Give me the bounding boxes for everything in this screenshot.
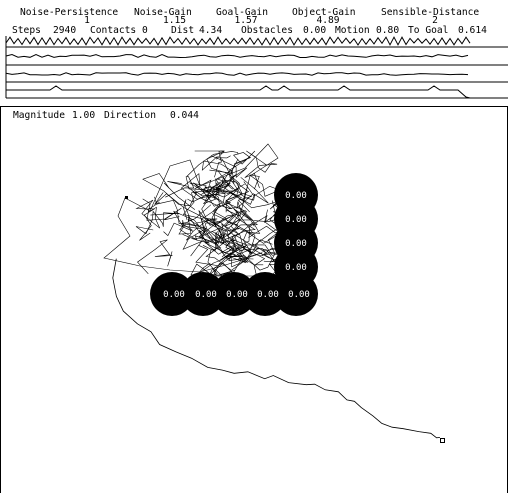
status-line: Steps 2940 Contacts 0 Dist 4.34 Obstacle… <box>0 26 508 38</box>
obstacle[interactable] <box>212 272 256 316</box>
robot-trail-cluster <box>103 143 286 277</box>
robot-trail-segment <box>154 196 191 225</box>
strip-trace <box>6 85 471 99</box>
robot-trail-segment <box>206 150 240 196</box>
param-goal-gain-value[interactable]: 1.57 <box>234 15 258 26</box>
obstacle[interactable] <box>150 272 194 316</box>
dist-label: Dist <box>171 25 195 36</box>
strip-trace <box>5 36 471 46</box>
param-noise-persistence-value[interactable]: 1 <box>84 15 90 26</box>
param-sensible-distance-value[interactable]: 2 <box>432 15 438 26</box>
goal-marker[interactable] <box>440 438 445 443</box>
motion-label: Motion <box>335 25 370 36</box>
robot-trail-segment <box>173 210 233 234</box>
robot-trail-segment <box>182 210 258 255</box>
history-strips <box>5 36 508 99</box>
robot-trail-segment <box>165 151 239 198</box>
obstacle-value: 0.00 <box>257 290 279 300</box>
obstacle[interactable] <box>181 272 225 316</box>
param-sensible-distance-label: Sensible-Distance <box>381 7 480 18</box>
robot-trail-segment <box>163 222 263 259</box>
robot-trail-segment <box>244 150 278 189</box>
obstacle-value: 0.00 <box>163 290 185 300</box>
strip-trace <box>5 53 469 59</box>
robot-trail-segment <box>221 157 256 205</box>
dist-value: 4.34 <box>199 25 223 36</box>
robot-path <box>112 258 441 439</box>
robot-trail-segment <box>215 155 237 195</box>
robot-trail-segment <box>210 155 250 201</box>
steps-value: 2940 <box>53 25 77 36</box>
robot-trail-segment <box>181 218 236 247</box>
robot-trail-segment <box>235 221 273 254</box>
robot-trail-segment <box>215 179 253 213</box>
magnitude-label: Magnitude <box>13 110 65 121</box>
robot-trail-segment <box>103 143 279 273</box>
robot-trail-segment <box>180 173 247 227</box>
robot-trail-segment <box>207 245 243 277</box>
contacts-label: Contacts <box>90 25 137 36</box>
robot-trail-segment <box>142 173 198 210</box>
robot-trail-segment <box>185 176 232 210</box>
steps-label: Steps <box>12 25 41 36</box>
start-marker <box>125 196 128 199</box>
obstacle[interactable] <box>274 272 318 316</box>
robot-trail-segment <box>225 177 269 221</box>
obstacle-value: 0.00 <box>226 290 248 300</box>
robot-trail-segment <box>182 189 239 220</box>
robot-trail-segment <box>216 150 256 192</box>
vector-readout: Magnitude 1.00 Direction 0.044 <box>0 106 508 121</box>
obstacles-value: 0.00 <box>303 25 327 36</box>
obstacle[interactable] <box>243 272 287 316</box>
togoal-label: To Goal <box>408 25 449 36</box>
obstacle-value: 0.00 <box>285 215 307 225</box>
contacts-value: 0 <box>142 25 148 36</box>
param-object-gain-label: Object-Gain <box>292 7 356 18</box>
obstacle-value: 0.00 <box>195 290 217 300</box>
robot-trail-segment <box>135 210 180 235</box>
param-object-gain-value[interactable]: 4.89 <box>316 15 340 26</box>
param-noise-persistence-label: Noise-Persistence <box>20 7 119 18</box>
direction-value: 0.044 <box>170 110 199 121</box>
obstacle-value: 0.00 <box>285 191 307 201</box>
robot-trail-segment <box>204 186 240 242</box>
direction-label: Direction <box>104 110 156 121</box>
obstacle-layer: 0.00 0.00 0.00 0.00 0.00 0.00 0.00 0.00 … <box>150 173 318 316</box>
motion-value: 0.80 <box>376 25 400 36</box>
robot-trail-segment <box>222 210 254 264</box>
robot-trail-segment <box>139 207 182 241</box>
param-noise-gain-value[interactable]: 1.15 <box>162 15 187 26</box>
arena[interactable]: 0.00 0.00 0.00 0.00 0.00 0.00 0.00 0.00 … <box>0 106 508 493</box>
robot-trail-segment <box>189 182 221 200</box>
robot-trail-segment <box>192 213 254 239</box>
obstacle-value: 0.00 <box>288 290 310 300</box>
obstacles-label: Obstacles <box>241 25 293 36</box>
robot-trail-segment <box>194 150 235 185</box>
robot-trail-segment <box>137 239 173 275</box>
robot-trail-segment <box>135 198 161 229</box>
param-goal-gain-label: Goal-Gain <box>216 7 268 18</box>
obstacle-value: 0.00 <box>285 263 307 273</box>
magnitude-value: 1.00 <box>72 110 96 121</box>
strip-trace <box>5 72 469 76</box>
obstacle-value: 0.00 <box>285 239 307 249</box>
param-noise-gain-label: Noise-Gain <box>134 7 192 18</box>
togoal-value: 0.614 <box>458 25 487 36</box>
robot-trail-segment <box>191 204 221 244</box>
